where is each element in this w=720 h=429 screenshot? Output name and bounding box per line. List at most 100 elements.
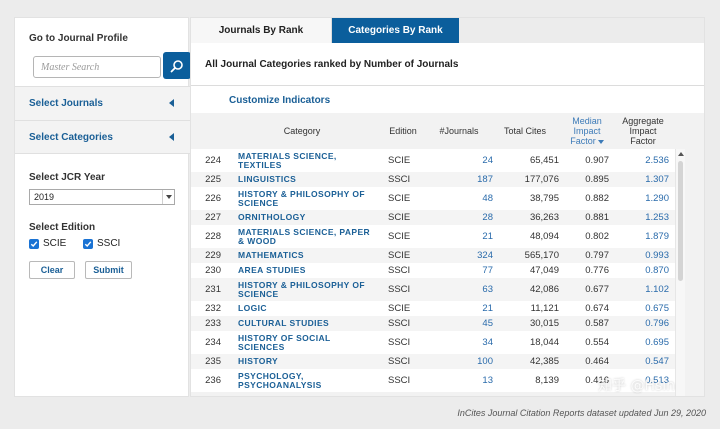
table-row[interactable]: 231 HISTORY & PHILOSOPHY OF SCIENCE SSCI 63…: [191, 278, 675, 301]
table-row[interactable]: 225 LINGUISTICS SSCI 187 177,076 0.895 1.307: [191, 172, 675, 187]
row-journals-count[interactable]: 63: [482, 284, 493, 295]
submit-button[interactable]: Submit: [85, 261, 132, 279]
scie-checkbox[interactable]: [29, 238, 39, 249]
row-rank: 230: [205, 265, 221, 276]
row-aggregate-if[interactable]: 2.536: [645, 155, 669, 166]
row-aggregate-if[interactable]: 1.290: [645, 193, 669, 204]
aggregate-if-line1: Aggregate: [622, 116, 664, 126]
scroll-thumb[interactable]: [678, 161, 683, 281]
row-category-link[interactable]: HISTORY & PHILOSOPHY OF SCIENCE: [238, 279, 365, 299]
row-aggregate-if[interactable]: 0.547: [645, 356, 669, 367]
search-icon: [170, 59, 183, 72]
col-journals-header[interactable]: #Journals: [439, 126, 479, 136]
row-journals-count[interactable]: 45: [482, 318, 493, 329]
median-if-line3: Factor: [570, 136, 596, 146]
row-rank: 227: [205, 212, 221, 223]
check-icon: [30, 240, 38, 247]
table-row[interactable]: 236 PSYCHOLOGY, PSYCHOANALYSIS SSCI 13 8,139…: [191, 369, 675, 392]
row-aggregate-if[interactable]: 1.879: [645, 231, 669, 242]
col-edition-header[interactable]: Edition: [389, 126, 417, 136]
row-category-link[interactable]: MATERIALS SCIENCE, TEXTILES: [238, 150, 337, 170]
row-category-link[interactable]: AREA STUDIES: [238, 265, 306, 275]
col-aggregate-if-header[interactable]: Aggregate Impact Factor: [616, 113, 670, 149]
edition-label: Select Edition: [29, 222, 96, 233]
row-category-link[interactable]: LINGUISTICS: [238, 174, 297, 184]
ssci-checkbox[interactable]: [83, 238, 93, 249]
row-category-link[interactable]: CULTURAL STUDIES: [238, 318, 330, 328]
table-header: Category Edition #Journals Total Cites M…: [191, 113, 704, 149]
table-row[interactable]: 228 MATERIALS SCIENCE, PAPER & WOOD SCIE 21…: [191, 225, 675, 248]
customize-indicators-link[interactable]: Customize Indicators: [229, 95, 331, 106]
row-journals-count[interactable]: 21: [482, 231, 493, 242]
table-row[interactable]: 227 ORNITHOLOGY SCIE 28 36,263 0.881 1.253: [191, 210, 675, 225]
row-journals-count[interactable]: 48: [482, 193, 493, 204]
edition-scie-option[interactable]: SCIE: [29, 238, 66, 249]
select-categories-section[interactable]: Select Categories: [15, 120, 190, 154]
row-aggregate-if[interactable]: 0.993: [645, 250, 669, 261]
table-row[interactable]: 230 AREA STUDIES SSCI 77 47,049 0.776 0.870: [191, 263, 675, 278]
table-row[interactable]: 234 HISTORY OF SOCIAL SCIENCES SSCI 34 18,04…: [191, 331, 675, 354]
jcr-year-select[interactable]: 2019: [29, 189, 175, 205]
row-total-cites: 18,044: [529, 337, 559, 348]
master-search-input[interactable]: [34, 57, 160, 78]
row-edition: SSCI: [388, 318, 411, 329]
row-aggregate-if[interactable]: 0.695: [645, 337, 669, 348]
row-category-link[interactable]: MATHEMATICS: [238, 250, 304, 260]
main-panel: Journals By Rank Categories By Rank All …: [190, 17, 705, 397]
select-categories-label: Select Categories: [29, 131, 113, 143]
row-aggregate-if[interactable]: 0.513: [645, 375, 669, 386]
table-row[interactable]: 226 HISTORY & PHILOSOPHY OF SCIENCE SCIE 48…: [191, 187, 675, 210]
row-aggregate-if[interactable]: 1.102: [645, 284, 669, 295]
row-median-if: 0.554: [585, 337, 609, 348]
row-category-link[interactable]: LOGIC: [238, 303, 267, 313]
row-category-link[interactable]: PSYCHOLOGY, PSYCHOANALYSIS: [238, 370, 322, 390]
row-total-cites: 36,263: [529, 212, 559, 223]
row-journals-count[interactable]: 77: [482, 265, 493, 276]
scroll-up-arrow-icon[interactable]: [678, 152, 684, 156]
row-journals-count[interactable]: 24: [482, 155, 493, 166]
master-search-box[interactable]: [33, 56, 161, 78]
row-aggregate-if[interactable]: 1.253: [645, 212, 669, 223]
table-row[interactable]: 233 CULTURAL STUDIES SSCI 45 30,015 0.587 0.79…: [191, 316, 675, 331]
tab-categories-by-rank[interactable]: Categories By Rank: [332, 18, 459, 43]
row-total-cites: 48,094: [529, 231, 559, 242]
row-journals-count[interactable]: 100: [477, 356, 493, 367]
row-journals-count[interactable]: 324: [477, 250, 493, 261]
row-journals-count[interactable]: 28: [482, 212, 493, 223]
go-to-journal-profile-title: Go to Journal Profile: [29, 33, 128, 44]
row-journals-count[interactable]: 21: [482, 303, 493, 314]
ssci-label: SSCI: [97, 238, 121, 249]
row-median-if: 0.907: [585, 155, 609, 166]
row-category-link[interactable]: ORNITHOLOGY: [238, 212, 306, 222]
row-category-link[interactable]: HISTORY OF SOCIAL SCIENCES: [238, 332, 331, 352]
table-scrollbar[interactable]: [675, 149, 685, 396]
row-journals-count[interactable]: 187: [477, 174, 493, 185]
col-total-cites-header[interactable]: Total Cites: [503, 126, 547, 136]
row-median-if: 0.895: [585, 174, 609, 185]
table-row[interactable]: 224 MATERIALS SCIENCE, TEXTILES SCIE 24 65,4…: [191, 149, 675, 172]
row-category-link[interactable]: HISTORY: [238, 356, 279, 366]
categories-table: Category Edition #Journals Total Cites M…: [191, 113, 704, 396]
search-button[interactable]: [163, 52, 191, 79]
clear-button[interactable]: Clear: [29, 261, 75, 279]
row-aggregate-if[interactable]: 1.307: [645, 174, 669, 185]
row-aggregate-if[interactable]: 0.796: [645, 318, 669, 329]
col-category-header[interactable]: Category: [283, 126, 321, 136]
table-row[interactable]: 232 LOGIC SCIE 21 11,121 0.674 0.675: [191, 301, 675, 316]
row-category-link[interactable]: MATERIALS SCIENCE, PAPER & WOOD: [238, 226, 371, 246]
jcr-year-label: Select JCR Year: [29, 172, 105, 183]
select-journals-section[interactable]: Select Journals: [15, 86, 190, 120]
row-total-cites: 42,086: [529, 284, 559, 295]
row-aggregate-if[interactable]: 0.870: [645, 265, 669, 276]
edition-ssci-option[interactable]: SSCI: [83, 238, 120, 249]
row-journals-count[interactable]: 34: [482, 337, 493, 348]
table-row[interactable]: 235 HISTORY SSCI 100 42,385 0.464 0.547: [191, 354, 675, 369]
row-aggregate-if[interactable]: 0.675: [645, 303, 669, 314]
tab-journals-by-rank[interactable]: Journals By Rank: [191, 18, 332, 43]
row-median-if: 0.674: [585, 303, 609, 314]
row-rank: 224: [205, 155, 221, 166]
row-journals-count[interactable]: 13: [482, 375, 493, 386]
table-row[interactable]: 229 MATHEMATICS SCIE 324 565,170 0.797 0.993: [191, 248, 675, 263]
col-median-if-header[interactable]: Median Impact Factor: [561, 113, 613, 149]
row-category-link[interactable]: HISTORY & PHILOSOPHY OF SCIENCE: [238, 188, 365, 208]
